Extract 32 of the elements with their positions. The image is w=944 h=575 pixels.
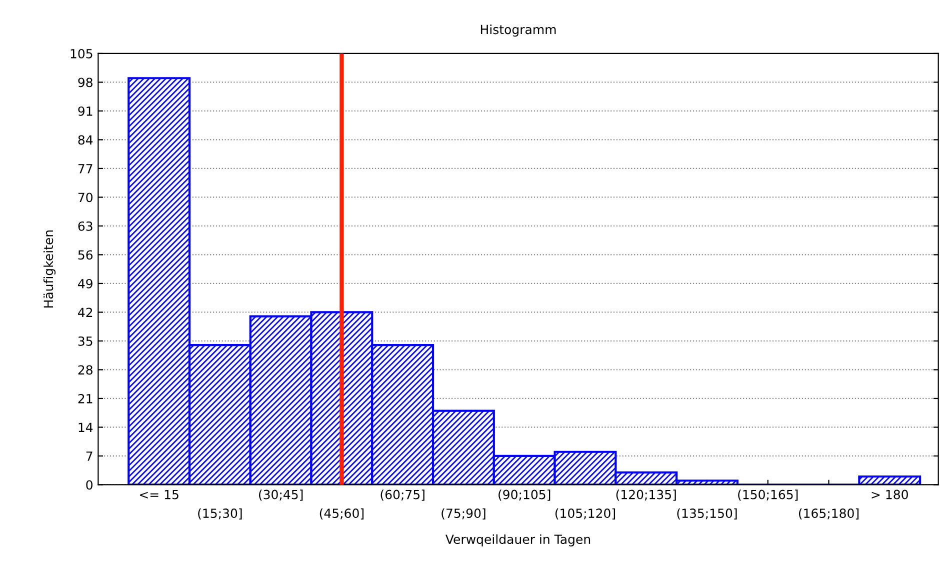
y-tick-label: 70: [78, 192, 92, 202]
x-tick-label: (120;135]: [616, 490, 676, 501]
x-tick-label: (45;60]: [320, 508, 364, 520]
x-tick-label: (15;30]: [198, 508, 242, 520]
y-tick-label: 21: [78, 394, 92, 404]
y-tick-label: 14: [78, 422, 93, 432]
x-tick-label: (135;150]: [677, 508, 737, 520]
chart-title: Histogramm: [480, 24, 556, 37]
x-tick-label: (30;45]: [259, 490, 303, 501]
x-tick-label: (60;75]: [380, 490, 424, 501]
x-tick-label: (90;105]: [498, 490, 550, 501]
y-tick-label: 49: [78, 278, 92, 288]
y-tick-label: 28: [78, 365, 92, 375]
x-tick-label: (165;180]: [798, 508, 859, 520]
x-tick-label: > 180: [872, 490, 908, 500]
y-tick-label: 77: [78, 164, 92, 174]
x-tick-label: (105;120]: [555, 508, 615, 520]
x-axis-title: Verwqeildauer in Tagen: [446, 534, 590, 546]
x-tick-label: (150;165]: [738, 490, 798, 501]
y-axis-title: Häufigkeiten: [43, 230, 56, 308]
x-tick-label: (75;90]: [442, 508, 486, 520]
y-tick-label: 84: [78, 135, 93, 145]
x-tick-label: <= 15: [140, 490, 178, 500]
y-tick-label: 35: [78, 336, 92, 346]
y-tick-label: 7: [86, 452, 92, 461]
y-tick-label: 105: [70, 48, 92, 58]
y-tick-label: 63: [78, 221, 92, 231]
y-tick-label: 91: [78, 106, 92, 116]
y-tick-label: 0: [86, 480, 92, 490]
y-tick-label: 98: [78, 78, 92, 88]
y-tick-label: 56: [78, 250, 93, 260]
y-tick-label: 42: [78, 308, 92, 317]
